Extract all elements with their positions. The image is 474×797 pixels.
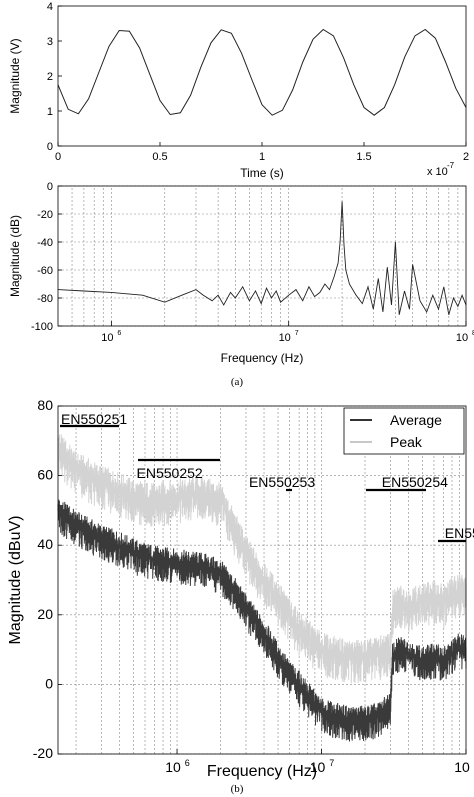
emi-plot-frame — [57, 405, 467, 755]
time-y-tick-label: 0 — [47, 141, 53, 153]
spectrum-plot-ylabel: Magnitude (dB) — [8, 215, 22, 297]
emi-x-tick-exponent: 7 — [329, 758, 334, 768]
time-y-tick-label: 3 — [47, 36, 53, 48]
emi-y-tick-label: 0 — [45, 675, 53, 691]
standard-label: EN550251 — [61, 411, 127, 427]
emi-y-tick-label: -20 — [33, 745, 53, 761]
time-x-tick-label: 1.5 — [356, 151, 371, 163]
emi-x-tick-exponent: 6 — [185, 758, 190, 768]
emi-x-tick-label: 10 — [454, 759, 470, 775]
time-x-tick-label: 2 — [463, 151, 469, 163]
legend: Average Peak — [343, 407, 465, 455]
spectrum-plot-frame — [57, 185, 467, 327]
spectrum-line — [57, 201, 467, 315]
spectrum-y-tick-label: -60 — [37, 265, 53, 277]
time-plot-x-multiplier: x 10 — [427, 166, 448, 178]
caption-a: (a) — [231, 376, 244, 388]
emi-plot-ylabel: Magnitude (dBuV) — [7, 516, 24, 645]
emi-y-tick-label: 20 — [37, 606, 53, 622]
spectrum-x-tick-label: 10 — [456, 332, 468, 344]
standard-label: EN550254 — [382, 474, 448, 490]
spectrum-y-tick-label: 0 — [47, 181, 53, 193]
emi-plot-xlabel: Frequency (Hz) — [207, 763, 317, 780]
spectrum-db-plot: 10 6 10 7 10 8 0 -20 -40 -60 -80 -100 Frequency (H… — [8, 181, 474, 365]
caption-b: (b) — [231, 783, 244, 795]
spectrum-x-tick-exponent: 8 — [472, 330, 474, 337]
legend-average-label: Average — [390, 412, 442, 428]
spectrum-y-tick-label: -40 — [37, 237, 53, 249]
time-plot-x-multiplier-exp: -7 — [447, 161, 455, 170]
emi-x-tick-label: 10 — [310, 759, 326, 775]
emi-x-tick-label: 10 — [165, 759, 181, 775]
time-plot-xlabel: Time (s) — [240, 166, 284, 180]
time-y-tick-label: 1 — [47, 106, 53, 118]
standard-label: EN550252 — [137, 465, 203, 481]
time-y-tick-label: 2 — [47, 71, 53, 83]
spectrum-y-tick-label: -100 — [31, 321, 53, 333]
time-y-tick-label: 4 — [47, 1, 53, 13]
legend-peak-label: Peak — [390, 434, 423, 450]
legend-box — [343, 407, 465, 455]
spectrum-y-tick-label: -20 — [37, 209, 53, 221]
time-domain-plot: 0 0.5 1 1.5 2 0 1 2 3 4 Time (s) Magnitude (V) x… — [8, 1, 469, 180]
peak-series-area — [57, 434, 467, 684]
time-plot-frame — [57, 5, 467, 147]
emi-y-tick-label: 40 — [37, 536, 53, 552]
emi-spectrum-plot: EN550251 EN550252 EN550253 EN550254 EN550255… — [7, 397, 474, 780]
standard-label: EN550253 — [249, 474, 315, 490]
time-x-tick-label: 0 — [55, 151, 61, 163]
time-x-tick-label: 0.5 — [152, 151, 167, 163]
spectrum-x-tick-exponent: 7 — [295, 330, 299, 337]
time-x-tick-label: 1 — [259, 151, 265, 163]
spectrum-y-tick-label: -80 — [37, 293, 53, 305]
spectrum-x-tick-label: 10 — [101, 332, 113, 344]
average-series-area — [57, 499, 467, 742]
emi-y-tick-label: 80 — [37, 397, 53, 413]
spectrum-x-tick-exponent: 6 — [117, 330, 121, 337]
waveform-line — [57, 28, 467, 116]
spectrum-x-tick-label: 10 — [279, 332, 291, 344]
emi-y-tick-label: 60 — [37, 467, 53, 483]
spectrum-plot-xlabel: Frequency (Hz) — [221, 351, 304, 365]
standard-label: EN550255 — [445, 525, 474, 541]
time-plot-ylabel: Magnitude (V) — [8, 38, 22, 113]
